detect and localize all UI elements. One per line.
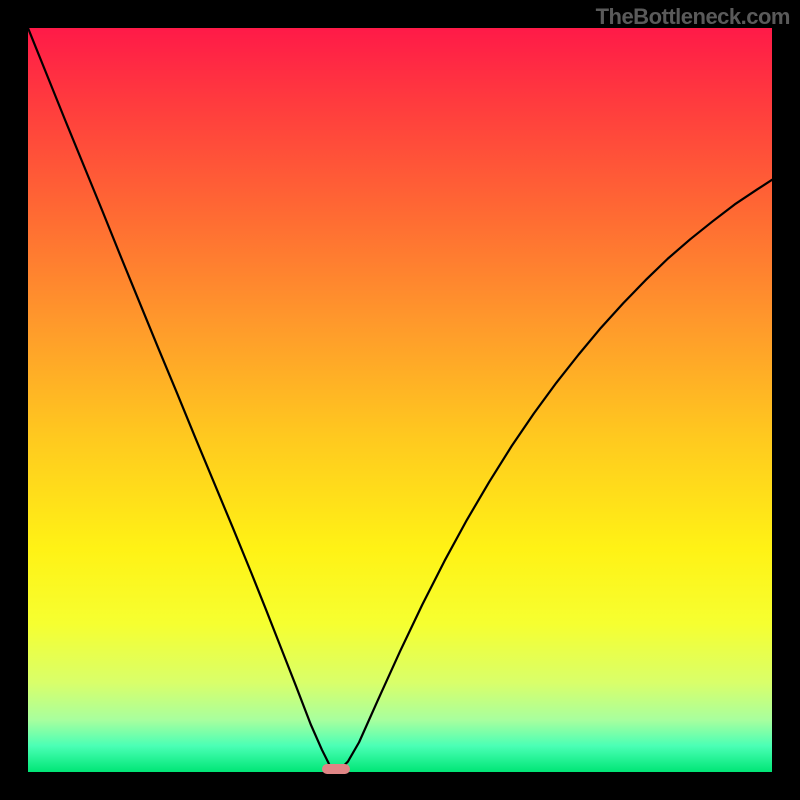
curve-path xyxy=(28,28,772,769)
bottleneck-curve xyxy=(28,28,772,772)
minimum-marker xyxy=(322,764,350,774)
watermark-text: TheBottleneck.com xyxy=(596,4,790,30)
chart-container: TheBottleneck.com xyxy=(0,0,800,800)
plot-area xyxy=(28,28,772,772)
